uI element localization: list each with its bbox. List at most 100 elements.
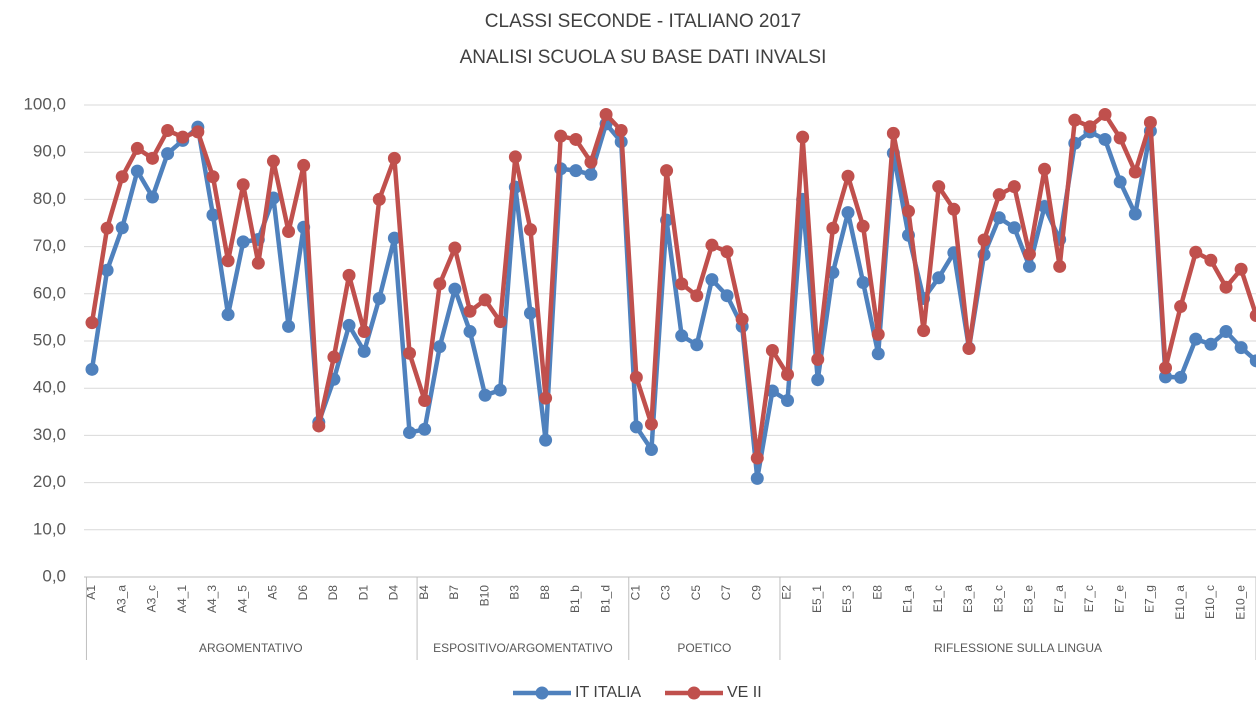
group-label: RIFLESSIONE SULLA LINGUA [934, 641, 1102, 655]
data-point [1189, 245, 1203, 259]
data-point [403, 426, 417, 440]
data-point [433, 340, 447, 354]
x-tick-label: E10_e [1233, 585, 1247, 620]
legend-marker [687, 686, 701, 700]
data-point [765, 343, 779, 357]
data-point [206, 170, 220, 184]
data-point [1128, 165, 1142, 179]
data-point [463, 304, 477, 318]
data-point [811, 352, 825, 366]
data-point [720, 289, 734, 303]
data-point [660, 164, 674, 178]
data-point [1234, 341, 1248, 355]
data-point [841, 206, 855, 220]
legend-label: VE II [727, 684, 762, 701]
data-point [221, 308, 235, 322]
x-tick-label: E10_a [1173, 585, 1187, 620]
data-point [1007, 221, 1021, 235]
y-tick-label: 40,0 [33, 378, 66, 397]
data-point [841, 169, 855, 183]
x-tick-label: C3 [659, 585, 673, 601]
data-point [448, 282, 462, 296]
data-point [1234, 262, 1248, 276]
data-point [448, 241, 462, 255]
data-point [644, 417, 658, 431]
data-point [629, 370, 643, 384]
data-point [297, 158, 311, 172]
data-point [962, 342, 976, 356]
data-point [191, 125, 205, 139]
x-tick-label: D6 [296, 585, 310, 601]
x-tick-label: B3 [508, 585, 522, 600]
x-tick-label: E10_c [1203, 585, 1217, 619]
data-point [327, 350, 341, 364]
data-point [886, 126, 900, 140]
legend-marker [535, 686, 549, 700]
data-point [418, 422, 432, 436]
y-tick-label: 60,0 [33, 283, 66, 302]
data-point [735, 312, 749, 326]
data-point [1098, 107, 1112, 121]
data-point [720, 245, 734, 259]
data-point [1128, 207, 1142, 221]
x-tick-label: E3_e [1022, 585, 1036, 613]
data-point [176, 130, 190, 144]
data-point [403, 346, 417, 360]
x-tick-label: A3_a [114, 585, 128, 613]
data-point [372, 292, 386, 306]
y-tick-label: 90,0 [33, 142, 66, 161]
x-tick-label: C9 [749, 585, 763, 601]
data-point [871, 327, 885, 341]
data-point [508, 150, 522, 164]
data-point [115, 170, 129, 184]
y-tick-label: 0,0 [42, 566, 66, 585]
x-tick-label: B1_d [598, 585, 612, 613]
data-point [1038, 162, 1052, 176]
y-tick-label: 10,0 [33, 519, 66, 538]
chart-subtitle: ANALISI SCUOLA SU BASE DATI INVALSI [460, 47, 827, 68]
x-tick-label: D4 [387, 585, 401, 601]
data-point [554, 129, 568, 143]
group-label: POETICO [677, 641, 731, 655]
y-tick-label: 30,0 [33, 425, 66, 444]
data-point [1249, 309, 1256, 323]
data-point [130, 164, 144, 178]
data-point [750, 451, 764, 465]
data-point [599, 107, 613, 121]
data-point [161, 147, 175, 161]
x-tick-label: A4_5 [235, 585, 249, 613]
x-tick-label: E8 [870, 585, 884, 600]
data-point [856, 219, 870, 233]
data-point [1083, 120, 1097, 134]
chart-title: CLASSI SECONDE - ITALIANO 2017 [485, 11, 801, 32]
x-tick-label: E1_a [901, 585, 915, 613]
data-point [1249, 354, 1256, 368]
data-point [85, 316, 99, 330]
x-tick-label: C7 [719, 585, 733, 601]
data-point [917, 324, 931, 338]
data-point [493, 383, 507, 397]
x-tick-label: A5 [266, 585, 280, 600]
data-point [85, 362, 99, 376]
data-point [705, 238, 719, 252]
data-point [1098, 132, 1112, 146]
data-point [1022, 247, 1036, 261]
x-tick-label: D8 [326, 585, 340, 601]
data-point [1159, 370, 1173, 384]
data-point [584, 155, 598, 169]
data-point [796, 130, 810, 144]
data-point [282, 319, 296, 333]
data-point [221, 254, 235, 268]
series-line [89, 112, 1256, 461]
x-tick-label: A4_1 [175, 585, 189, 613]
group-label: ESPOSITIVO/ARGOMENTATIVO [433, 641, 613, 655]
data-point [901, 204, 915, 218]
data-point [1204, 337, 1218, 351]
x-tick-label: B8 [538, 585, 552, 600]
data-point [251, 256, 265, 270]
data-point [947, 202, 961, 216]
data-point [781, 368, 795, 382]
x-tick-label: D1 [356, 585, 370, 601]
data-point [266, 154, 280, 168]
y-tick-label: 70,0 [33, 236, 66, 255]
